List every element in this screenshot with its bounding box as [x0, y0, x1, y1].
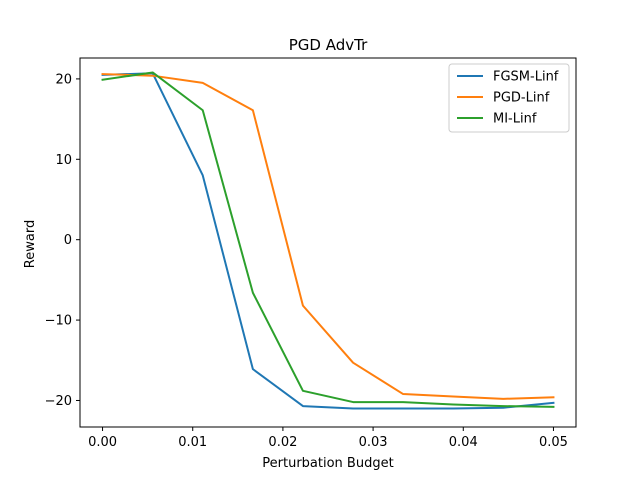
chart-title: PGD AdvTr — [289, 36, 368, 54]
axes-frame — [79, 57, 577, 428]
x-tick-label: 0.02 — [268, 435, 297, 450]
legend: FGSM-Linf PGD-Linf MI-Linf — [448, 63, 570, 133]
legend-entry: PGD-Linf — [493, 91, 550, 106]
y-tick-label: 0 — [64, 233, 72, 248]
y-axis-title: Reward — [23, 220, 38, 268]
legend-entry: FGSM-Linf — [493, 70, 559, 85]
x-tick-label: 0.05 — [539, 435, 568, 450]
y-tick-label: 20 — [55, 72, 72, 87]
series-line-fgsm-linf — [101, 72, 555, 410]
x-tick-label: 0.01 — [178, 435, 207, 450]
series-line-pgd-linf — [101, 73, 555, 400]
series-line-mi-linf — [101, 71, 555, 408]
y-tick-label: 10 — [55, 153, 72, 168]
x-tick-label: 0.03 — [359, 435, 388, 450]
legend-box — [448, 63, 570, 133]
y-tick-label: −20 — [45, 394, 72, 409]
plot-area: 0.00 0.01 0.02 0.03 0.04 0.05 −20 −10 0 10 20 — [45, 57, 577, 450]
y-tick-label: −10 — [45, 314, 72, 329]
x-tick-label: 0.04 — [449, 435, 478, 450]
x-tick-label: 0.00 — [88, 435, 117, 450]
legend-entry: MI-Linf — [493, 112, 537, 127]
x-axis-title: Perturbation Budget — [262, 456, 393, 471]
